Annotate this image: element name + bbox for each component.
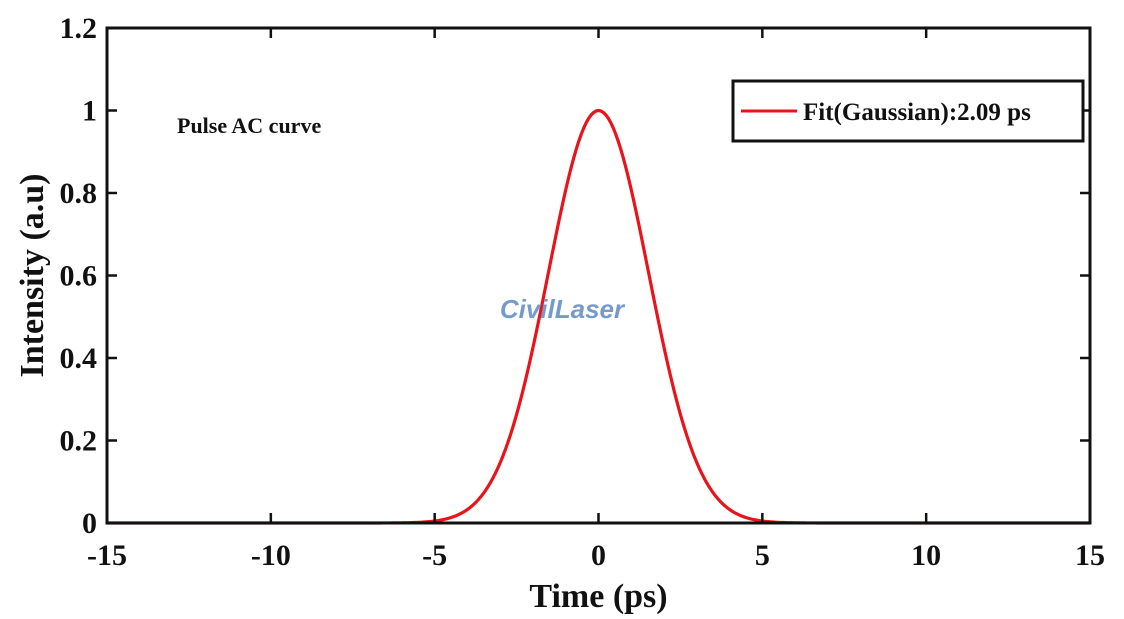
x-tick-label: 10 bbox=[911, 539, 941, 572]
legend-label-fit: Fit(Gaussian):2.09 ps bbox=[803, 99, 1031, 126]
y-tick-label: 0.4 bbox=[60, 342, 98, 375]
legend: Fit(Gaussian):2.09 ps bbox=[731, 79, 1085, 143]
y-tick-label: 0.8 bbox=[60, 177, 98, 210]
y-tick-label: 0.6 bbox=[60, 260, 98, 293]
pulse-ac-annotation: Pulse AC curve bbox=[177, 113, 321, 138]
x-axis-title: Time (ps) bbox=[529, 578, 667, 615]
legend-box bbox=[731, 79, 1085, 143]
y-tick-label: 1.2 bbox=[60, 12, 98, 45]
tick-labels: -15 -10 -5 0 5 10 15 0 0.2 0.4 0.6 0.8 1 1.2 bbox=[60, 12, 1106, 572]
y-tick-label: 1 bbox=[82, 95, 97, 128]
y-tick-label: 0 bbox=[82, 507, 97, 540]
x-tick-label: -15 bbox=[87, 539, 127, 572]
x-tick-label: 5 bbox=[755, 539, 770, 572]
civillaser-watermark: CivilLaser bbox=[500, 294, 626, 324]
y-tick-label: 0.2 bbox=[60, 425, 98, 458]
x-tick-label: 0 bbox=[591, 539, 606, 572]
y-axis-title: Intensity (a.u) bbox=[14, 173, 51, 377]
x-tick-label: 15 bbox=[1075, 539, 1105, 572]
axis-ticks bbox=[105, 26, 1092, 525]
x-tick-label: -5 bbox=[422, 539, 447, 572]
x-tick-label: -10 bbox=[251, 539, 291, 572]
